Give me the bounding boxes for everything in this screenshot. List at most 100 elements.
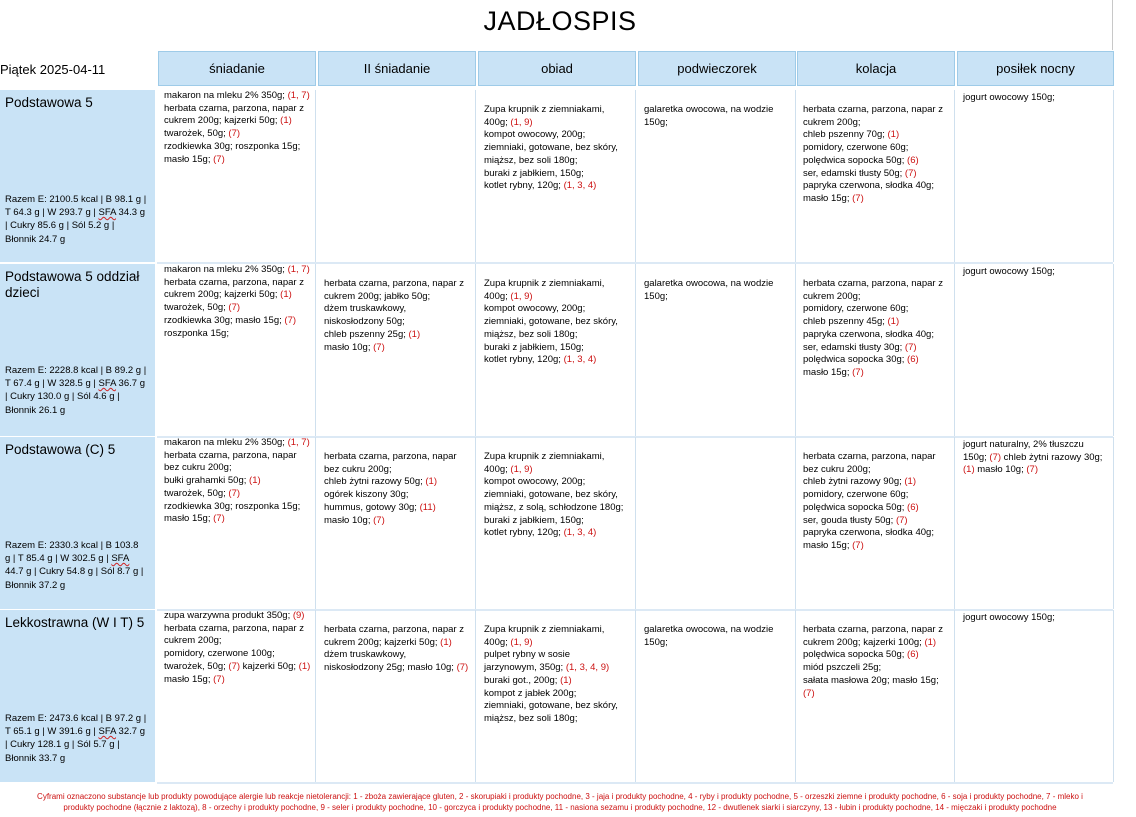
meal-line: kompot owocowy, 200g; xyxy=(484,303,632,316)
allergen-code: (7) xyxy=(1026,464,1038,476)
meal-line: hummus, gotowy 30g; (11) xyxy=(324,502,472,515)
meal-cell: herbata czarna, parzona, napar z cukrem 2… xyxy=(797,90,955,262)
meal-cell: Zupa krupnik z ziemniakami, 400g; (1, 9) k… xyxy=(478,437,636,609)
col-header-sniadanie: śniadanie xyxy=(158,51,316,86)
meal-item-text: kompot owocowy, 200g; xyxy=(484,476,586,488)
meal-line: bez cukru 200g; xyxy=(324,464,472,477)
meal-line: herbata czarna, parzona, napar z xyxy=(803,624,951,637)
meal-line: makaron na mleku 2% 350g; (1, 7) xyxy=(164,264,312,277)
meal-cell: Zupa krupnik z ziemniakami, 400g; (1, 9) k… xyxy=(478,90,636,262)
allergen-code: (7) xyxy=(228,487,241,499)
meal-line: chleb pszenny 25g; (1) xyxy=(324,329,472,342)
meal-item-text: hummus, gotowy 30g; xyxy=(324,501,420,513)
meal-line: 150g; (7) chleb żytni razowy 30g; xyxy=(963,452,1110,465)
nutrition-totals: Razem E: 2330.3 kcal | B 103.8 g | T 85.4… xyxy=(5,539,153,592)
meal-line: ziemniaki, gotowane, bez skóry, xyxy=(484,489,632,502)
meal-item-text: miąższ, bez soli 180g; xyxy=(484,712,578,724)
totals-text: Błonnik 37.2 g xyxy=(5,579,66,591)
col-header-podwieczorek: podwieczorek xyxy=(638,51,796,86)
meal-line: jogurt naturalny, 2% tłuszczu xyxy=(963,439,1110,452)
sfa-label: SFA xyxy=(111,553,130,565)
meal-item-text: galaretka owocowa, na wodzie xyxy=(644,104,774,115)
meal-item-text: herbata czarna, parzona, napar z xyxy=(164,102,304,114)
totals-text: | Cukry 128.1 g | Sól 5.7 g | xyxy=(5,739,120,751)
allergen-code: (1) xyxy=(440,636,452,648)
allergen-code: (7) xyxy=(852,192,864,204)
allergen-code: (7) xyxy=(852,366,864,378)
allergen-code: (1, 7) xyxy=(287,90,310,101)
meal-line: buraki got., 200g; (1) xyxy=(484,675,632,688)
meal-item-text: 150g; xyxy=(644,290,668,302)
meal-item-text: cukrem 200g; xyxy=(803,290,861,302)
totals-text: 34.3 g xyxy=(115,207,145,219)
meal-line: masło 15g; (7) xyxy=(803,193,951,206)
meal-line: Zupa krupnik z ziemniakami, xyxy=(484,624,632,637)
meal-line: jogurt owocowy 150g; xyxy=(963,266,1110,279)
meal-line: kompot z jabłek 200g; xyxy=(484,688,632,701)
allergen-code: (7) xyxy=(852,539,864,551)
meal-item-text: 400g; xyxy=(484,463,511,475)
allergen-code: (1) xyxy=(963,464,975,476)
sfa-label: SFA xyxy=(98,207,116,219)
totals-text: T 65.1 g | W 391.6 g | xyxy=(5,726,99,738)
meal-line: galaretka owocowa, na wodzie xyxy=(644,624,792,637)
diet-name: Podstawowa (C) 5 xyxy=(5,442,116,457)
meal-line: cukrem 200g; xyxy=(164,635,312,648)
meal-item-text: masło 10g; xyxy=(974,464,1027,476)
meal-line: papryka czerwona, słodka 40g; xyxy=(803,329,951,342)
meal-item-text: masło 10g; xyxy=(324,514,374,526)
meal-item-text: ziemniaki, gotowane, bez skóry, xyxy=(484,489,618,501)
meal-item-text: kotlet rybny, 120g; xyxy=(484,354,564,366)
page-title: JADŁOSPIS xyxy=(483,6,637,36)
meal-item-text: herbata czarna, parzona, napar xyxy=(803,451,936,462)
meal-line: 150g; xyxy=(644,637,792,650)
meal-line: makaron na mleku 2% 350g; (1, 7) xyxy=(164,90,312,103)
allergen-legend-line: Cyframi oznaczono substancje lub produkt… xyxy=(37,792,1083,801)
meal-cell: jogurt owocowy 150g; xyxy=(957,264,1114,436)
allergen-legend-line: produkty pochodne (łącznie z laktozą), 8… xyxy=(63,803,1057,812)
meal-line: dżem truskawkowy, xyxy=(324,649,472,662)
totals-text: Razem E: 2100.5 kcal | B 98.1 g | xyxy=(5,194,147,205)
meal-line: cukrem 200g; kajzerki 50g; (1) xyxy=(164,289,312,302)
totals-text: 36.7 g xyxy=(115,378,145,390)
meal-item-text: bez cukru 200g; xyxy=(324,463,392,475)
meal-item-text: Zupa krupnik z ziemniakami, xyxy=(484,278,605,289)
meal-line: herbata czarna, parzona, napar z xyxy=(164,277,312,290)
meal-line: masło 15g; (7) xyxy=(803,367,951,380)
meal-item-text: cukrem 200g; kajzerki 50g; xyxy=(164,115,281,127)
allergen-code: (7) xyxy=(213,513,225,525)
meal-line: papryka czerwona, słodka 40g; xyxy=(803,180,951,193)
totals-text: | Cukry 130.0 g | Sól 4.6 g | xyxy=(5,391,120,403)
meal-line: 400g; (1, 9) xyxy=(484,464,632,477)
meal-item-text: dżem truskawkowy, xyxy=(324,649,407,661)
totals-text: Razem E: 2473.6 kcal | B 97.2 g | xyxy=(5,713,147,724)
col-header-kolacja: kolacja xyxy=(797,51,955,86)
meal-line: ser, gouda tłusty 50g; (7) xyxy=(803,515,951,528)
meal-item-text: buraki z jabłkiem, 150g; xyxy=(484,167,584,179)
meal-item-text: twarożek, 50g; xyxy=(164,302,229,314)
meal-item-text: ziemniaki, gotowane, bez skóry, xyxy=(484,142,618,154)
meal-line: kotlet rybny, 120g; (1, 3, 4) xyxy=(484,527,632,540)
meal-item-text: chleb pszenny 25g; xyxy=(324,328,409,340)
meal-line: masło 15g; (7) xyxy=(164,154,312,167)
row-divider xyxy=(157,782,1113,784)
meal-item-text: pulpet rybny w sosie xyxy=(484,649,571,661)
meal-item-text: herbata czarna, parzona, napar z xyxy=(803,104,943,115)
meal-item-text: zupa warzywna produkt 350g; xyxy=(164,610,293,621)
meal-item-text: pomidory, czerwone 60g; xyxy=(803,489,909,501)
meal-item-text: kotlet rybny, 120g; xyxy=(484,180,564,192)
meal-line: chleb żytni razowy 50g; (1) xyxy=(324,476,472,489)
diet-name: Lekkostrawna (W I T) 5 xyxy=(5,615,145,630)
allergen-code: (1) xyxy=(280,115,292,127)
meal-line: zupa warzywna produkt 350g; (9) xyxy=(164,610,312,623)
meal-line: cukrem 200g; xyxy=(803,291,951,304)
meal-item-text: Zupa krupnik z ziemniakami, xyxy=(484,104,605,115)
meal-item-text: cukrem 200g; xyxy=(164,635,222,647)
meal-line: buraki z jabłkiem, 150g; xyxy=(484,515,632,528)
meal-line: twarożek, 50g; (7) xyxy=(164,302,312,315)
meal-item-text: cukrem 200g; xyxy=(803,116,861,128)
meal-item-text: niskosłodzony 25g; masło 10g; xyxy=(324,662,457,674)
meal-line: rzodkiewka 30g; roszponka 15g; xyxy=(164,141,312,154)
meal-item-text: buraki z jabłkiem, 150g; xyxy=(484,341,584,353)
allergen-code: (1) xyxy=(280,289,292,301)
